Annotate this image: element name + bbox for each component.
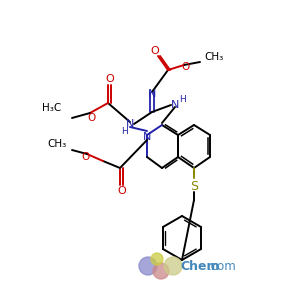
Circle shape <box>153 263 169 279</box>
Text: N: N <box>148 89 156 99</box>
Text: H: H <box>122 127 128 136</box>
Text: N: N <box>143 132 151 142</box>
Text: O: O <box>106 74 114 84</box>
Text: O: O <box>81 152 89 162</box>
Text: CH₃: CH₃ <box>47 139 67 149</box>
Text: Chem: Chem <box>180 260 220 272</box>
Text: O: O <box>181 62 189 72</box>
Text: CH₃: CH₃ <box>204 52 224 62</box>
Text: H₃C: H₃C <box>42 103 62 113</box>
Text: N: N <box>126 119 134 129</box>
Text: S: S <box>190 179 198 193</box>
Text: N: N <box>171 100 179 110</box>
Circle shape <box>151 253 163 265</box>
Text: O: O <box>151 46 159 56</box>
Circle shape <box>139 257 157 275</box>
Text: H: H <box>178 94 185 103</box>
Text: .com: .com <box>208 260 237 272</box>
Text: O: O <box>88 113 96 123</box>
Text: O: O <box>118 186 126 196</box>
Circle shape <box>164 257 182 275</box>
